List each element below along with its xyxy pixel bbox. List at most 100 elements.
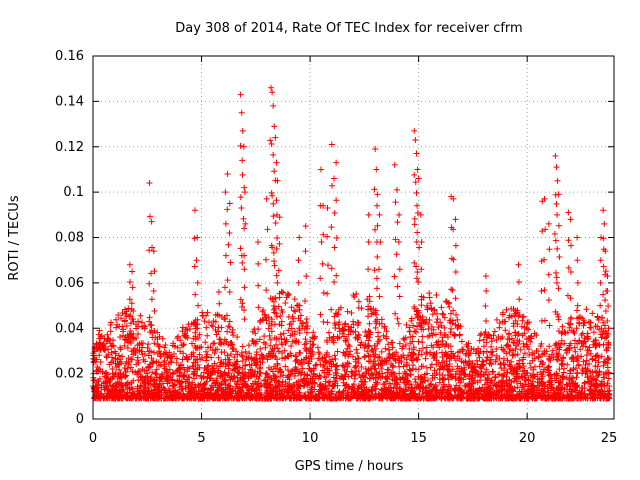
data-point (412, 376, 419, 383)
data-point (394, 283, 401, 290)
data-point (452, 216, 459, 223)
data-point (419, 345, 426, 352)
data-point (516, 338, 523, 345)
data-point (222, 252, 229, 259)
data-point (332, 356, 339, 363)
data-point (102, 370, 109, 377)
data-point (123, 322, 130, 329)
data-point (374, 379, 381, 386)
data-point (146, 247, 153, 254)
data-point (268, 328, 275, 335)
data-point (546, 343, 553, 350)
data-point (413, 190, 420, 197)
data-point (190, 349, 197, 356)
data-point (366, 320, 373, 327)
data-point (274, 234, 281, 241)
data-point (412, 179, 419, 186)
data-point (113, 324, 120, 331)
data-point (484, 354, 491, 361)
data-point (282, 299, 289, 306)
data-point (333, 272, 340, 279)
data-point (165, 385, 172, 392)
data-point (255, 282, 262, 289)
data-point (355, 298, 362, 305)
data-point (204, 363, 211, 370)
data-point (221, 349, 228, 356)
data-point (138, 373, 145, 380)
data-point (395, 239, 402, 246)
data-point (567, 367, 574, 374)
data-point (271, 373, 278, 380)
x-tick-label: 5 (197, 431, 205, 446)
data-point (373, 371, 380, 378)
data-point (128, 384, 135, 391)
data-point (374, 202, 381, 209)
data-point (554, 211, 561, 218)
data-point (331, 352, 338, 359)
data-point (600, 207, 607, 214)
data-point (239, 157, 246, 164)
data-point (146, 314, 153, 321)
data-point (238, 109, 245, 116)
data-point (301, 382, 308, 389)
data-point (211, 350, 218, 357)
data-point (555, 328, 562, 335)
data-point (426, 317, 433, 324)
data-point (270, 249, 277, 256)
data-point (441, 314, 448, 321)
data-point (574, 279, 581, 286)
data-point (412, 378, 419, 385)
data-point (261, 333, 268, 340)
data-point (502, 327, 509, 334)
data-point (353, 346, 360, 353)
data-point (270, 151, 277, 158)
data-point (391, 161, 398, 168)
data-point (270, 258, 277, 265)
data-point (263, 195, 270, 202)
data-point (204, 344, 211, 351)
data-point (479, 358, 486, 365)
data-point (539, 359, 546, 366)
data-point (239, 259, 246, 266)
data-point (445, 300, 452, 307)
data-point (440, 311, 447, 318)
data-point (564, 361, 571, 368)
data-point (545, 271, 552, 278)
data-point (126, 261, 133, 268)
data-point (426, 294, 433, 301)
data-point (376, 266, 383, 273)
data-point (411, 221, 418, 228)
data-point (415, 338, 422, 345)
data-point (483, 317, 490, 324)
data-point (476, 337, 483, 344)
data-point (592, 357, 599, 364)
data-point (285, 327, 292, 334)
data-point (565, 345, 572, 352)
data-point (325, 329, 332, 336)
data-point (517, 346, 524, 353)
data-point (439, 337, 446, 344)
data-point (545, 297, 552, 304)
data-point (571, 344, 578, 351)
data-point (210, 340, 217, 347)
data-point (549, 347, 556, 354)
data-point (559, 323, 566, 330)
data-point (341, 321, 348, 328)
data-point (117, 333, 124, 340)
data-point (237, 245, 244, 252)
data-point (324, 319, 331, 326)
data-point (351, 375, 358, 382)
data-point (295, 339, 302, 346)
data-point (188, 340, 195, 347)
data-point (233, 348, 240, 355)
y-tick-label: 0.04 (55, 321, 84, 336)
data-point (489, 368, 496, 375)
data-point (238, 205, 245, 212)
data-point (222, 189, 229, 196)
data-point (352, 334, 359, 341)
data-point (518, 323, 525, 330)
data-point (418, 302, 425, 309)
data-point (452, 242, 459, 249)
data-point (267, 137, 274, 144)
